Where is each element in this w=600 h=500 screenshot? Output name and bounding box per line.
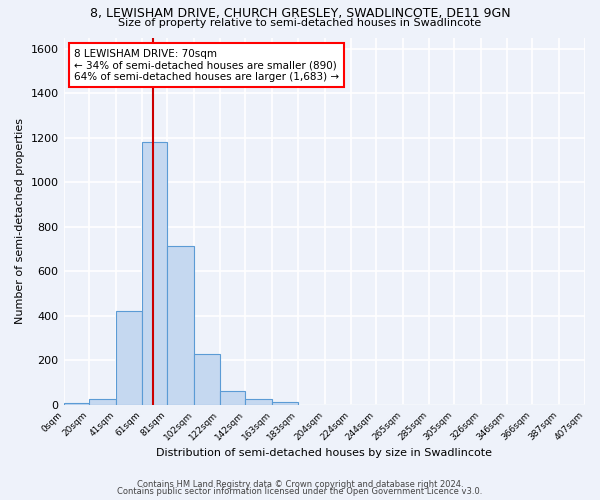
Text: Contains HM Land Registry data © Crown copyright and database right 2024.: Contains HM Land Registry data © Crown c… (137, 480, 463, 489)
Y-axis label: Number of semi-detached properties: Number of semi-detached properties (15, 118, 25, 324)
Bar (89, 400, 116, 405)
Bar (194, 354, 220, 405)
Bar (272, 402, 298, 405)
Bar (167, 246, 194, 405)
Text: Contains public sector information licensed under the Open Government Licence v3: Contains public sector information licen… (118, 487, 482, 496)
Text: Size of property relative to semi-detached houses in Swadlincote: Size of property relative to semi-detach… (118, 18, 482, 28)
Bar (116, 312, 142, 405)
Bar (245, 399, 272, 405)
Text: 8, LEWISHAM DRIVE, CHURCH GRESLEY, SWADLINCOTE, DE11 9GN: 8, LEWISHAM DRIVE, CHURCH GRESLEY, SWADL… (89, 8, 511, 20)
Bar (142, 142, 167, 405)
Text: 8 LEWISHAM DRIVE: 70sqm
← 34% of semi-detached houses are smaller (890)
64% of s: 8 LEWISHAM DRIVE: 70sqm ← 34% of semi-de… (74, 48, 339, 82)
Bar (220, 390, 245, 405)
X-axis label: Distribution of semi-detached houses by size in Swadlincote: Distribution of semi-detached houses by … (156, 448, 492, 458)
Bar (64, 403, 89, 405)
